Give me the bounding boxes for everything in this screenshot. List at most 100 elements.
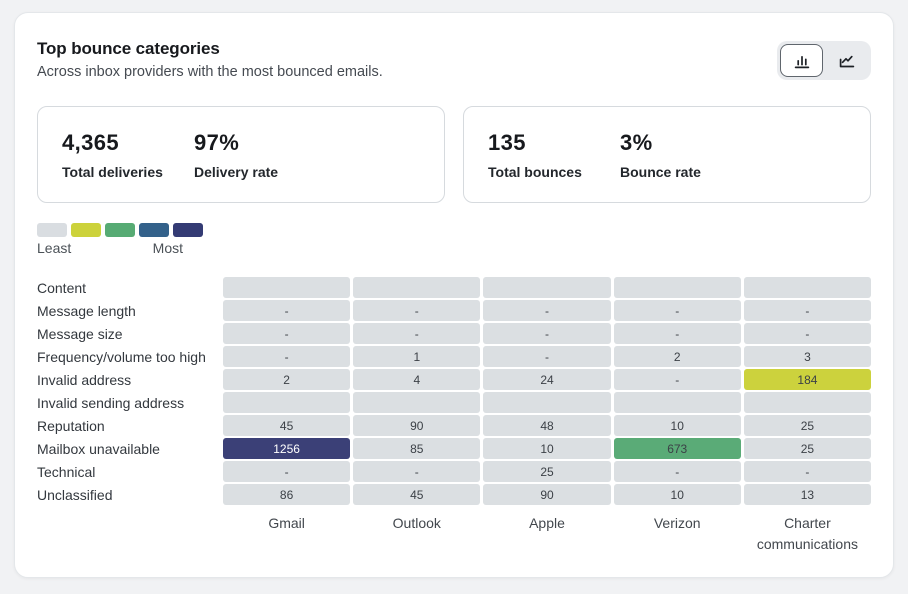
heatmap-cell[interactable]: 3 [743, 346, 872, 367]
bounce-rate-stat: 3% Bounce rate [620, 128, 701, 181]
heatmap-row: Message size - - - - - [37, 323, 872, 344]
legend-swatch [37, 223, 67, 237]
card-header: Top bounce categories Across inbox provi… [37, 39, 871, 80]
heatmap-cell[interactable]: 2 [223, 369, 351, 390]
delivery-rate-label: Delivery rate [194, 164, 279, 180]
heatmap-row: Mailbox unavailable 1256 85 10 673 25 [37, 438, 872, 459]
heatmap-cell[interactable]: 90 [353, 415, 481, 436]
heatmap-cell[interactable] [613, 277, 741, 298]
heatmap-cell[interactable]: - [613, 300, 741, 321]
heatmap-column-headers: Gmail Outlook Apple Verizon Charter communic… [223, 513, 871, 555]
legend-swatch [173, 223, 203, 237]
card-title: Top bounce categories [37, 39, 220, 58]
total-bounces-value: 135 [488, 130, 526, 155]
heatmap-table: Content Message length - - - - - Message size - -… [37, 277, 872, 555]
heatmap-row: Invalid sending address [37, 392, 872, 413]
bounce-categories-card: Top bounce categories Across inbox provi… [14, 12, 894, 578]
row-label: Mailbox unavailable [37, 440, 160, 457]
heatmap-cell[interactable]: 2 [613, 346, 741, 367]
heatmap-cell[interactable]: 86 [223, 484, 351, 505]
heatmap-cell[interactable]: - [223, 461, 351, 482]
heatmap-cell[interactable] [223, 392, 351, 413]
heatmap-cell[interactable]: - [483, 300, 611, 321]
legend-swatch [105, 223, 135, 237]
heatmap-cell[interactable]: 1256 [223, 438, 351, 459]
heatmap-cell[interactable]: 45 [223, 415, 351, 436]
heatmap-cell[interactable]: 13 [743, 484, 872, 505]
heatmap-cell[interactable]: - [613, 461, 741, 482]
heatmap-grid: Content Message length - - - - - Message size - -… [37, 277, 872, 505]
heatmap-cell[interactable] [353, 277, 481, 298]
delivery-rate-stat: 97% Delivery rate [194, 128, 278, 181]
row-label: Message length [37, 302, 136, 319]
row-label: Technical [37, 463, 96, 480]
heatmap-cell[interactable]: - [743, 300, 872, 321]
total-deliveries-label: Total deliveries [62, 164, 163, 180]
row-label: Reputation [37, 417, 105, 434]
heatmap-cell[interactable] [223, 277, 351, 298]
row-label: Invalid sending address [37, 394, 185, 411]
heatmap-cell[interactable]: - [613, 369, 741, 390]
bounce-rate-label: Bounce rate [620, 164, 701, 180]
bounces-stat-card: 135 Total bounces 3% Bounce rate [463, 106, 871, 203]
heatmap-cell[interactable]: 45 [353, 484, 481, 505]
column-header: Verizon [653, 515, 701, 531]
total-deliveries-stat: 4,365 Total deliveries [62, 128, 194, 181]
heatmap-cell[interactable]: 25 [483, 461, 611, 482]
heatmap-cell[interactable]: 10 [613, 415, 741, 436]
heatmap-cell[interactable]: - [483, 323, 611, 344]
heatmap-cell[interactable]: 1 [353, 346, 481, 367]
bar-chart-view-button[interactable] [780, 44, 823, 77]
heatmap-cell[interactable]: - [483, 346, 611, 367]
heatmap-cell[interactable]: - [743, 461, 872, 482]
heatmap-cell[interactable] [483, 392, 611, 413]
total-bounces-label: Total bounces [488, 164, 582, 180]
heatmap-cell[interactable]: 25 [743, 438, 872, 459]
heatmap-row: Technical - -25- - [37, 461, 872, 482]
bar-chart-icon [794, 55, 809, 68]
column-header: Apple [529, 515, 565, 531]
heatmap-row: Unclassified 86 45 90 10 13 [37, 484, 872, 505]
row-label: Message size [37, 325, 123, 342]
heatmap-cell[interactable]: 48 [483, 415, 611, 436]
heatmap-cell[interactable]: 10 [613, 484, 741, 505]
heatmap-cell[interactable] [483, 277, 611, 298]
heatmap-row: Reputation 45 90 48 10 25 [37, 415, 872, 436]
heatmap-row: Content [37, 277, 872, 298]
heatmap-cell[interactable]: 673 [613, 438, 741, 459]
heatmap-cell[interactable] [743, 277, 872, 298]
column-header: Outlook [392, 515, 441, 531]
row-label: Invalid address [37, 371, 132, 388]
heatmap-cell[interactable]: - [223, 300, 351, 321]
column-header: Charter communications [756, 515, 858, 552]
delivery-rate-value: 97% [194, 130, 240, 155]
heatmap-cell[interactable]: - [353, 461, 481, 482]
header-text: Top bounce categories Across inbox provi… [37, 39, 383, 80]
heatmap-cell[interactable] [743, 392, 872, 413]
heatmap-cell[interactable]: 10 [483, 438, 611, 459]
heatmap-cell[interactable]: 90 [483, 484, 611, 505]
heatmap-cell[interactable]: 25 [743, 415, 872, 436]
heatmap-legend: Least Most [37, 223, 871, 256]
heatmap-cell[interactable]: - [613, 323, 741, 344]
heatmap-cell[interactable] [353, 392, 481, 413]
legend-labels: Least Most [37, 240, 203, 256]
heatmap-cell[interactable]: 184 [743, 369, 872, 390]
heatmap-cell[interactable]: - [353, 323, 481, 344]
row-label: Frequency/volume too high [37, 348, 206, 365]
heatmap-cell[interactable]: 24 [483, 369, 611, 390]
heatmap-cell[interactable]: - [353, 300, 481, 321]
heatmap-cell[interactable]: - [223, 323, 351, 344]
legend-swatches [37, 223, 871, 237]
bounce-rate-value: 3% [620, 130, 653, 155]
line-chart-icon [839, 55, 854, 67]
deliveries-stat-card: 4,365 Total deliveries 97% Delivery rate [37, 106, 445, 203]
heatmap-cell[interactable] [613, 392, 741, 413]
heatmap-cell[interactable]: - [743, 323, 872, 344]
heatmap-cell[interactable]: - [223, 346, 351, 367]
line-chart-view-button[interactable] [825, 44, 868, 77]
heatmap-cell[interactable]: 85 [353, 438, 481, 459]
heatmap-cell[interactable]: 4 [353, 369, 481, 390]
legend-least-label: Least [37, 240, 72, 256]
row-label: Content [37, 279, 87, 296]
